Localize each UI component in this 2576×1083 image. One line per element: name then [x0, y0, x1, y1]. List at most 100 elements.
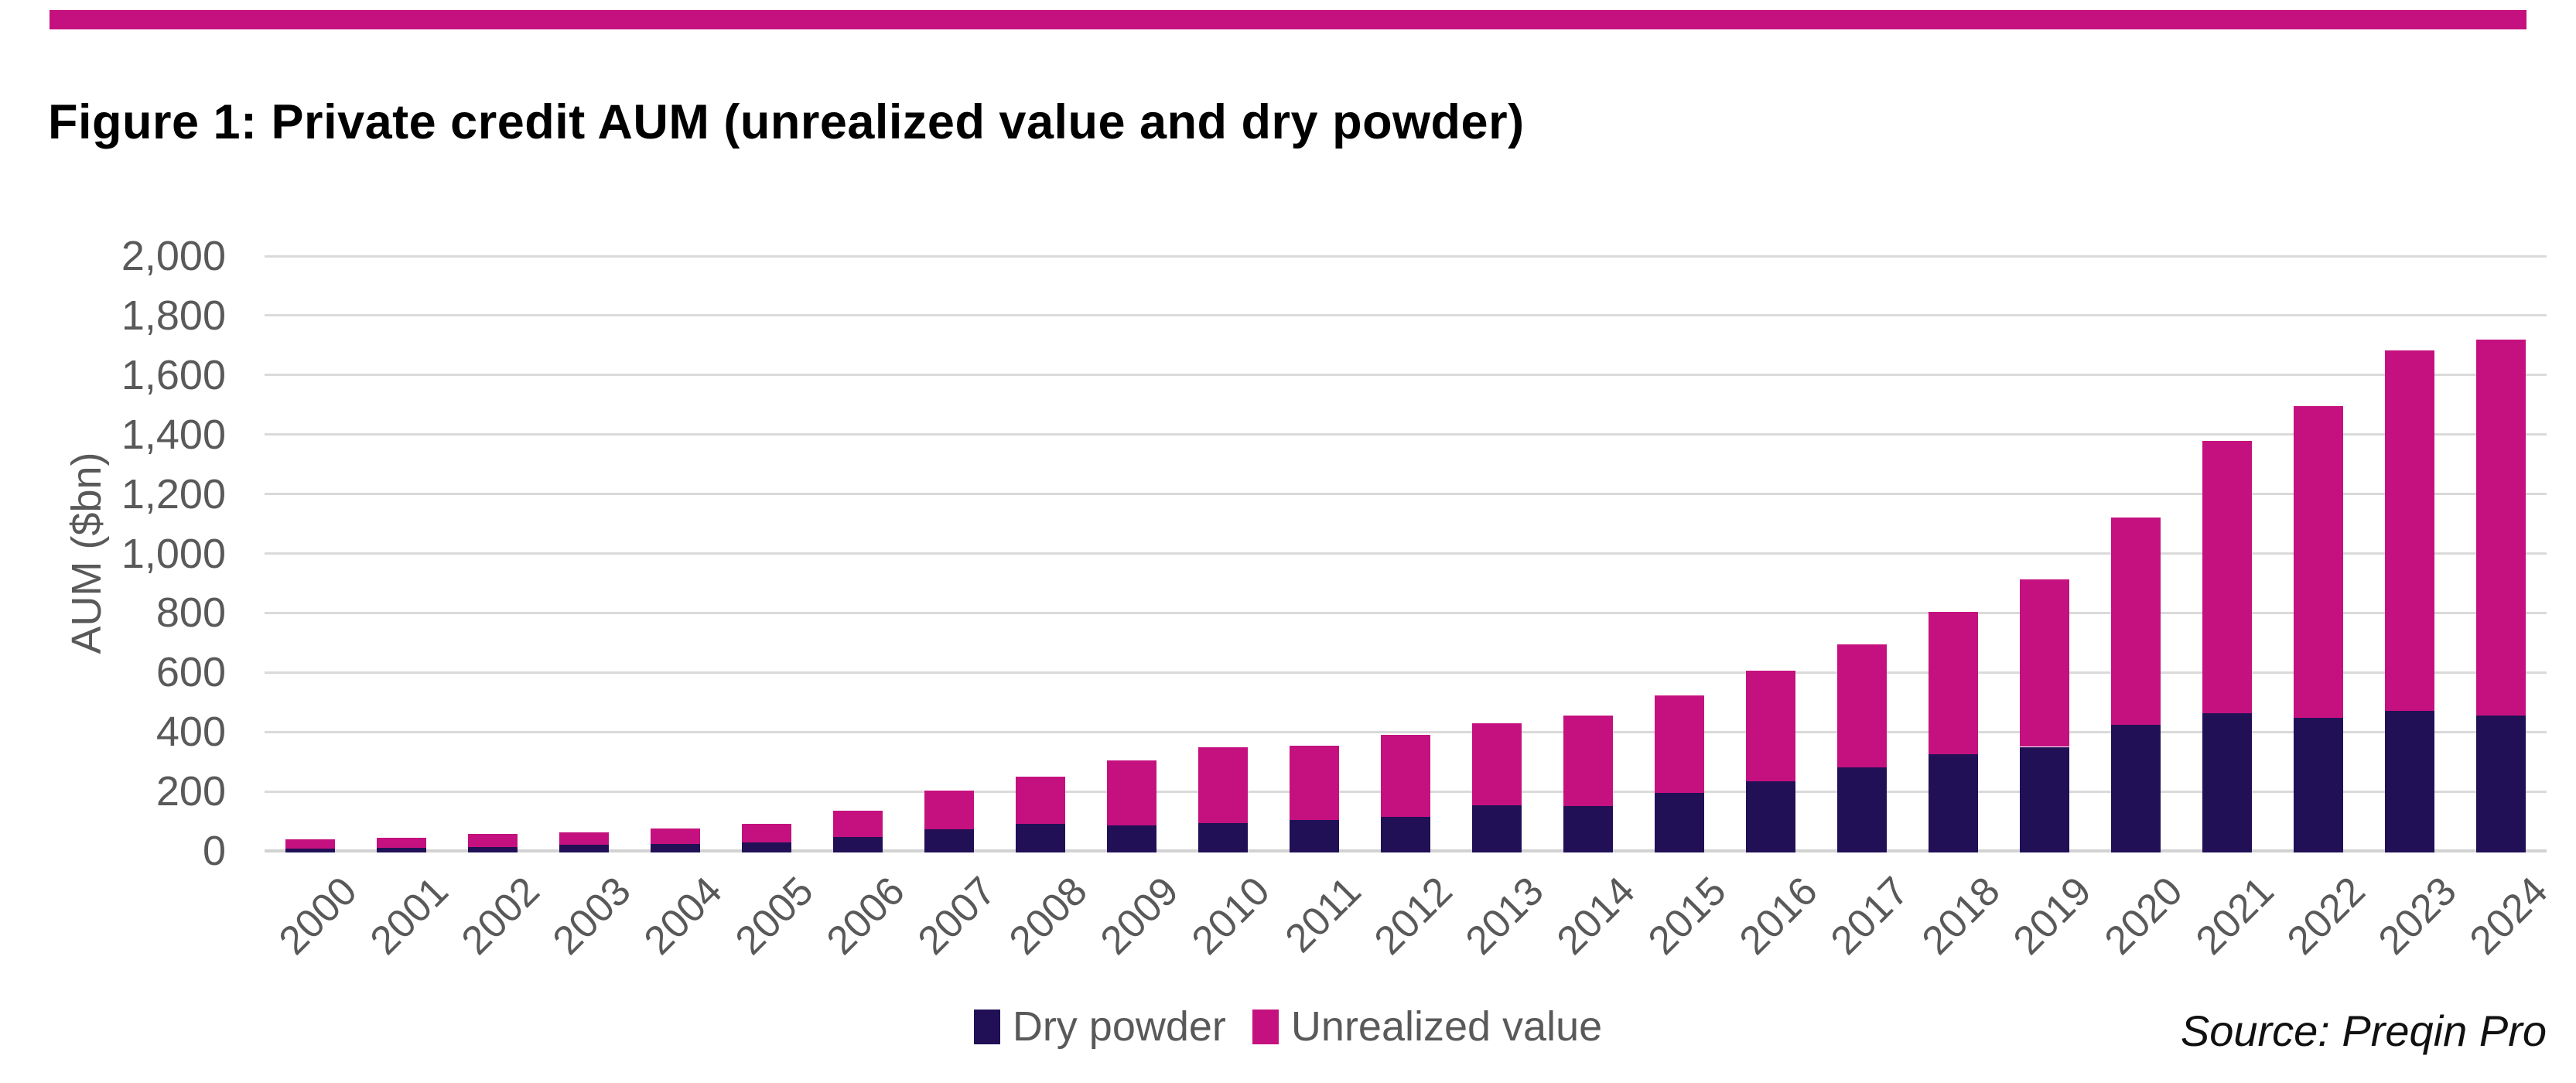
bar-2019-unrealized-value — [2020, 579, 2069, 747]
bar-2013-unrealized-value — [1472, 723, 1522, 806]
bar-2004-unrealized-value — [651, 828, 700, 844]
x-tick-label-2010: 2010 — [1183, 868, 1279, 964]
y-tick-label: 1,800 — [121, 292, 226, 339]
bar-2021-unrealized-value — [2202, 441, 2252, 714]
x-tick-label-2024: 2024 — [2461, 868, 2557, 964]
bar-2010-unrealized-value — [1198, 746, 1248, 823]
gridline — [265, 552, 2547, 555]
bar-2017-dry-powder — [1837, 767, 1887, 852]
x-tick-label-2023: 2023 — [2369, 868, 2465, 964]
legend-label: Unrealized value — [1290, 1003, 1603, 1050]
x-tick-label-2011: 2011 — [1276, 868, 1370, 962]
chart-title: Figure 1: Private credit AUM (unrealized… — [48, 95, 1525, 149]
gridline — [265, 611, 2547, 614]
bar-2011-dry-powder — [1290, 819, 1339, 852]
y-tick-label: 0 — [202, 828, 226, 874]
bar-2014-dry-powder — [1563, 806, 1613, 852]
bar-2019-dry-powder — [2020, 746, 2069, 852]
x-tick-label-2001: 2001 — [361, 868, 457, 964]
bar-2016-dry-powder — [1746, 781, 1795, 852]
bar-2021-dry-powder — [2202, 713, 2252, 852]
bar-2007-unrealized-value — [924, 791, 974, 829]
bar-2012-unrealized-value — [1381, 735, 1430, 817]
x-tick-label-2002: 2002 — [453, 868, 548, 964]
y-tick-label: 800 — [155, 589, 226, 637]
x-tick-label-2009: 2009 — [1092, 868, 1187, 964]
gridline — [265, 433, 2547, 436]
x-tick-label-2013: 2013 — [1457, 868, 1553, 964]
gridline — [265, 730, 2547, 733]
y-tick-label: 1,200 — [121, 470, 226, 518]
bar-2016-unrealized-value — [1746, 670, 1795, 781]
bar-2003-unrealized-value — [559, 832, 609, 846]
y-tick-label: 600 — [155, 649, 226, 696]
bar-2007-dry-powder — [924, 829, 974, 852]
bar-2008-unrealized-value — [1016, 776, 1065, 825]
bar-2011-unrealized-value — [1290, 745, 1339, 820]
x-tick-label-2008: 2008 — [1000, 868, 1096, 964]
dry-powder-swatch-icon — [973, 1009, 1000, 1044]
bar-2002-dry-powder — [468, 846, 518, 852]
y-tick-label: 2,000 — [121, 233, 226, 279]
x-tick-label-2017: 2017 — [1822, 868, 1918, 964]
bar-2005-dry-powder — [742, 842, 791, 852]
bar-2001-unrealized-value — [377, 837, 426, 849]
bar-2023-dry-powder — [2385, 710, 2434, 852]
bar-2020-unrealized-value — [2111, 518, 2161, 725]
bar-2005-unrealized-value — [742, 824, 791, 843]
bar-2012-dry-powder — [1381, 816, 1430, 852]
gridline — [265, 671, 2547, 674]
unrealized-value-swatch-icon — [1252, 1009, 1279, 1044]
x-tick-label-2021: 2021 — [2187, 868, 2283, 964]
bar-2006-dry-powder — [833, 837, 883, 852]
x-tick-label-2007: 2007 — [909, 868, 1005, 964]
bar-2004-dry-powder — [651, 843, 700, 852]
bar-2024-unrealized-value — [2476, 339, 2526, 716]
bar-2023-unrealized-value — [2385, 350, 2434, 711]
bar-2014-unrealized-value — [1563, 716, 1613, 807]
bar-2008-dry-powder — [1016, 824, 1065, 852]
legend-item-dry-powder: Dry powder — [973, 1003, 1226, 1051]
bar-2003-dry-powder — [559, 845, 609, 852]
chart-legend: Dry powder Unrealized value — [0, 1003, 2576, 1051]
gridline — [265, 255, 2547, 258]
bar-2000-unrealized-value — [285, 839, 335, 849]
source-note: Source: Preqin Pro — [2180, 1006, 2547, 1055]
bar-2013-dry-powder — [1472, 805, 1522, 852]
x-tick-label-2012: 2012 — [1365, 868, 1461, 964]
bar-2000-dry-powder — [285, 849, 335, 852]
x-tick-label-2003: 2003 — [544, 868, 640, 964]
legend-item-unrealized-value: Unrealized value — [1252, 1003, 1602, 1051]
bar-2015-unrealized-value — [1655, 695, 1704, 794]
bar-2006-unrealized-value — [833, 811, 883, 837]
y-tick-label: 1,000 — [121, 530, 226, 577]
bar-2002-unrealized-value — [468, 834, 518, 847]
bar-2009-dry-powder — [1107, 825, 1156, 852]
bar-2024-dry-powder — [2476, 715, 2526, 852]
bar-2018-dry-powder — [1929, 754, 1978, 852]
x-tick-label-2014: 2014 — [1548, 868, 1644, 964]
bar-2001-dry-powder — [377, 848, 426, 852]
y-tick-label: 1,600 — [121, 351, 226, 398]
x-tick-label-2016: 2016 — [1730, 868, 1826, 964]
legend-label: Dry powder — [1012, 1003, 1226, 1050]
gridline — [265, 314, 2547, 317]
x-tick-label-2000: 2000 — [270, 868, 366, 964]
y-tick-label: 400 — [155, 709, 226, 756]
x-tick-label-2004: 2004 — [635, 868, 731, 964]
x-tick-label-2020: 2020 — [2096, 868, 2192, 964]
bar-2022-dry-powder — [2294, 717, 2343, 852]
x-tick-label-2019: 2019 — [2004, 868, 2100, 964]
brand-accent-bar — [50, 10, 2526, 29]
gridline — [265, 374, 2547, 377]
bar-2010-dry-powder — [1198, 822, 1248, 852]
y-tick-label: 200 — [155, 768, 226, 815]
y-tick-label: 1,400 — [121, 411, 226, 458]
bar-2020-dry-powder — [2111, 724, 2161, 852]
x-tick-label-2005: 2005 — [726, 868, 822, 964]
x-tick-label-2022: 2022 — [2278, 868, 2374, 964]
bar-2018-unrealized-value — [1929, 612, 1978, 755]
x-tick-label-2006: 2006 — [818, 868, 914, 964]
gridline — [265, 493, 2547, 496]
